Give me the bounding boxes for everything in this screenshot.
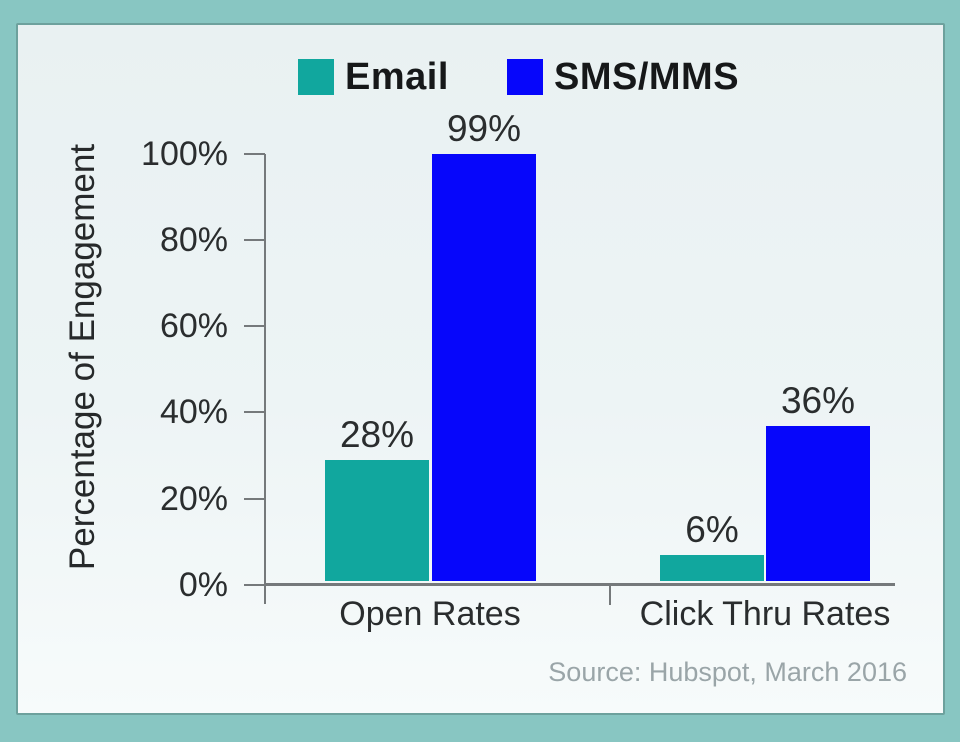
y-tick-label: 80% xyxy=(159,221,228,259)
chart-panel: Email SMS/MMS Percentage of Engagement 1… xyxy=(16,23,945,715)
legend-item-email: Email xyxy=(298,55,449,98)
bar-value-label-email-open: 28% xyxy=(339,414,415,455)
y-tick-label: 0% xyxy=(178,566,228,604)
source-attribution: Source: Hubspot, March 2016 xyxy=(548,657,907,687)
bar-email-open-rates xyxy=(325,460,429,581)
y-tick-label: 40% xyxy=(159,393,228,431)
y-tick-mark xyxy=(244,411,265,413)
bar-value-label-sms-click: 36% xyxy=(780,380,856,421)
category-label-click-thru-rates: Click Thru Rates xyxy=(639,595,891,633)
bar-email-click-thru-rates xyxy=(660,555,764,581)
bar-sms-mms-open-rates xyxy=(432,154,536,581)
y-tick-mark xyxy=(244,584,265,586)
sms-mms-legend-swatch xyxy=(507,59,543,95)
y-tick-label: 20% xyxy=(159,480,228,518)
email-legend-label: Email xyxy=(345,55,449,98)
y-tick-label: 100% xyxy=(141,135,228,173)
email-legend-swatch xyxy=(298,59,334,95)
bar-value-label-email-click: 6% xyxy=(685,509,739,550)
y-tick-mark xyxy=(244,325,265,327)
y-axis-line xyxy=(264,154,266,604)
bar-value-label-sms-open: 99% xyxy=(446,108,522,149)
x-axis-category-tick xyxy=(609,586,611,605)
sms-mms-legend-label: SMS/MMS xyxy=(554,55,740,98)
y-tick-mark xyxy=(244,239,265,241)
x-axis-baseline xyxy=(264,583,895,586)
y-tick-mark xyxy=(244,153,265,155)
category-label-open-rates: Open Rates xyxy=(339,595,521,633)
legend-item-sms-mms: SMS/MMS xyxy=(507,55,740,98)
y-tick-label: 60% xyxy=(159,307,228,345)
y-tick-mark xyxy=(244,498,265,500)
bar-sms-mms-click-thru-rates xyxy=(766,426,870,581)
